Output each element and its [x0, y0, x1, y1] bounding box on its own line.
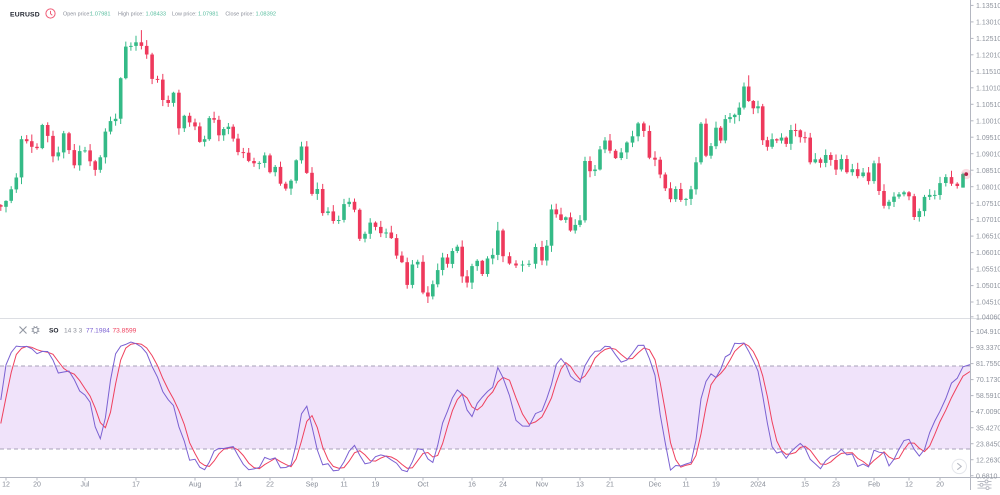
- svg-text:SO: SO: [49, 328, 59, 335]
- svg-text:1.08433: 1.08433: [146, 12, 167, 18]
- svg-text:1.13510: 1.13510: [976, 3, 1000, 10]
- svg-text:58.5910: 58.5910: [976, 393, 1000, 400]
- svg-text:1.06510: 1.06510: [976, 234, 1000, 241]
- svg-text:Close price:: Close price:: [225, 12, 253, 18]
- svg-text:16: 16: [468, 482, 476, 489]
- svg-text:1.04060: 1.04060: [976, 314, 1000, 321]
- svg-text:1.07981: 1.07981: [198, 12, 219, 18]
- svg-text:1.10510: 1.10510: [976, 102, 1000, 109]
- svg-text:23: 23: [832, 482, 840, 489]
- svg-text:1.12010: 1.12010: [976, 52, 1000, 59]
- svg-text:Dec: Dec: [649, 482, 662, 489]
- svg-text:1.07510: 1.07510: [976, 201, 1000, 208]
- svg-text:35.4270: 35.4270: [976, 425, 1000, 432]
- svg-text:77.1984: 77.1984: [86, 328, 110, 335]
- svg-text:1.04510: 1.04510: [976, 300, 1000, 307]
- svg-text:2024: 2024: [750, 482, 766, 489]
- svg-text:Open price:: Open price:: [63, 12, 91, 18]
- svg-text:19: 19: [712, 482, 720, 489]
- svg-text:1.07010: 1.07010: [976, 217, 1000, 224]
- svg-text:17: 17: [132, 482, 140, 489]
- svg-text:High price:: High price:: [118, 12, 144, 18]
- svg-text:1.08510: 1.08510: [976, 168, 1000, 175]
- svg-text:1.09510: 1.09510: [976, 135, 1000, 142]
- svg-text:1.06010: 1.06010: [976, 250, 1000, 257]
- svg-text:1.11510: 1.11510: [976, 69, 1000, 76]
- svg-text:Sep: Sep: [306, 482, 319, 489]
- svg-text:15: 15: [801, 482, 809, 489]
- svg-text:93.3370: 93.3370: [976, 345, 1000, 352]
- svg-text:1.08392: 1.08392: [256, 12, 277, 18]
- svg-text:11: 11: [682, 482, 689, 489]
- svg-text:73.8599: 73.8599: [113, 328, 137, 335]
- svg-text:1.12510: 1.12510: [976, 36, 1000, 43]
- svg-text:14 3 3: 14 3 3: [64, 328, 83, 335]
- svg-text:11: 11: [340, 482, 347, 489]
- svg-text:19: 19: [372, 482, 380, 489]
- svg-text:Jul: Jul: [81, 482, 90, 489]
- svg-text:70.1730: 70.1730: [976, 377, 1000, 384]
- svg-text:13: 13: [576, 482, 584, 489]
- svg-text:1.11010: 1.11010: [976, 85, 1000, 92]
- svg-text:Oct: Oct: [418, 482, 429, 489]
- svg-text:Low price:: Low price:: [172, 12, 197, 18]
- svg-text:24: 24: [499, 482, 507, 489]
- svg-text:23.8450: 23.8450: [976, 441, 1000, 448]
- svg-text:1.05010: 1.05010: [976, 283, 1000, 290]
- svg-text:12: 12: [2, 482, 10, 489]
- svg-text:1.13010: 1.13010: [976, 20, 1000, 27]
- svg-text:0.6810: 0.6810: [976, 473, 998, 480]
- svg-text:EURUSD: EURUSD: [10, 11, 40, 18]
- svg-text:1.07981: 1.07981: [90, 12, 111, 18]
- svg-text:1.08010: 1.08010: [976, 184, 1000, 191]
- svg-text:22: 22: [266, 482, 274, 489]
- svg-text:20: 20: [936, 482, 944, 489]
- svg-text:1.09010: 1.09010: [976, 151, 1000, 158]
- svg-text:1.10010: 1.10010: [976, 118, 1000, 125]
- svg-text:14: 14: [234, 482, 242, 489]
- svg-text:Feb: Feb: [868, 482, 880, 489]
- svg-text:Aug: Aug: [189, 482, 202, 489]
- svg-text:21: 21: [606, 482, 614, 489]
- svg-text:20: 20: [33, 482, 41, 489]
- svg-text:47.0090: 47.0090: [976, 409, 1000, 416]
- svg-text:Nov: Nov: [536, 482, 549, 489]
- svg-text:1.05510: 1.05510: [976, 267, 1000, 274]
- svg-text:104.9100: 104.9100: [976, 329, 1000, 336]
- svg-text:12: 12: [905, 482, 913, 489]
- svg-text:81.7550: 81.7550: [976, 361, 1000, 368]
- svg-text:12.2630: 12.2630: [976, 457, 1000, 464]
